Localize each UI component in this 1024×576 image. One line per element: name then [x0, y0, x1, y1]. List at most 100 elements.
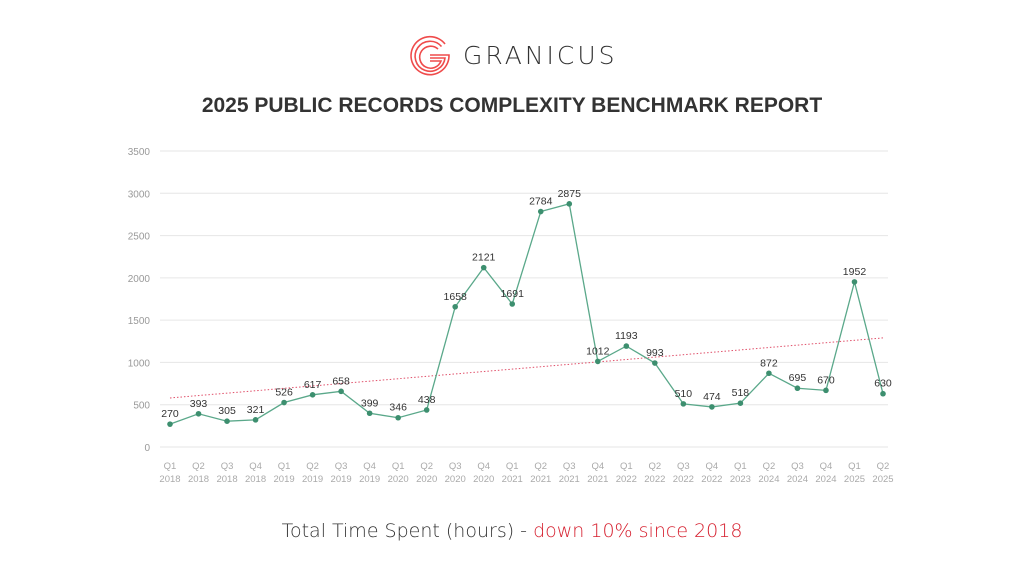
data-point [366, 410, 373, 417]
data-label: 510 [675, 388, 693, 400]
x-tick-label-year: 2020 [416, 474, 437, 485]
chart-title: 2025 PUBLIC RECORDS COMPLEXITY BENCHMARK… [201, 94, 823, 117]
x-tick-label-year: 2021 [530, 474, 551, 485]
y-tick-label: 0 [144, 443, 150, 454]
data-point [167, 421, 173, 427]
data-label: 399 [361, 397, 379, 409]
data-point [452, 303, 459, 310]
data-point [252, 417, 259, 423]
data-label: 1012 [586, 345, 610, 357]
data-label: 270 [161, 408, 179, 420]
x-tick-label-quarter: Q3 [563, 461, 576, 472]
data-point [823, 387, 829, 394]
y-tick-label: 500 [133, 401, 150, 412]
x-tick-label-year: 2024 [758, 474, 779, 485]
x-tick-label-quarter: Q2 [877, 461, 890, 472]
x-tick-label-quarter: Q2 [763, 461, 776, 472]
data-point [766, 370, 772, 377]
x-tick-label-year: 2018 [216, 474, 237, 485]
y-tick-label: 2500 [128, 232, 151, 243]
x-tick-label-year: 2022 [673, 474, 694, 485]
x-tick-label-quarter: Q3 [791, 461, 804, 472]
x-tick-label-year: 2022 [701, 474, 722, 485]
x-tick-label-year: 2019 [302, 474, 323, 485]
data-point [224, 418, 230, 425]
x-tick-label-year: 2018 [188, 474, 209, 485]
x-tick-label-year: 2019 [359, 474, 380, 485]
x-tick-label-year: 2018 [159, 474, 180, 485]
chart-caption: Total Time Spent (hours) - down 10% sinc… [0, 520, 1024, 542]
data-label: 346 [389, 402, 407, 414]
x-tick-label-year: 2021 [559, 474, 580, 485]
x-tick-label-year: 2025 [844, 474, 865, 485]
x-tick-label-quarter: Q2 [648, 461, 661, 472]
x-tick-label-quarter: Q4 [477, 461, 490, 472]
data-point [309, 392, 316, 398]
data-label: 617 [304, 379, 322, 391]
x-tick-label-year: 2025 [872, 474, 893, 485]
x-tick-label-year: 2019 [274, 474, 295, 485]
data-label: 1691 [501, 288, 525, 300]
x-tick-label-year: 2019 [331, 474, 352, 485]
x-tick-label-year: 2018 [245, 474, 266, 485]
data-label: 393 [190, 398, 208, 410]
x-tick-label-quarter: Q1 [506, 461, 519, 472]
data-label: 1658 [444, 291, 468, 303]
data-point [737, 400, 744, 406]
data-label: 658 [332, 375, 350, 387]
data-point [652, 360, 658, 366]
data-point [680, 401, 687, 407]
x-tick-label-year: 2020 [473, 474, 494, 485]
data-point [195, 410, 202, 417]
data-label: 474 [703, 391, 721, 403]
y-tick-label: 3500 [128, 147, 151, 158]
data-label: 1193 [615, 330, 638, 342]
granicus-logo: GRANICUS [409, 34, 618, 76]
data-label: 630 [874, 378, 892, 390]
x-tick-label-quarter: Q1 [734, 461, 747, 472]
x-tick-label-quarter: Q3 [449, 461, 462, 472]
data-label: 695 [789, 372, 807, 384]
series-line [169, 203, 884, 425]
x-tick-label-year: 2020 [388, 474, 409, 485]
data-point [537, 208, 544, 215]
x-tick-label-quarter: Q1 [278, 461, 291, 472]
data-point [880, 390, 886, 397]
data-point [509, 301, 516, 307]
x-tick-label-year: 2021 [502, 474, 523, 485]
x-tick-label-year: 2023 [730, 474, 751, 485]
data-label: 518 [732, 387, 750, 399]
data-point [794, 385, 801, 392]
data-label: 305 [218, 405, 236, 417]
x-tick-label-year: 2024 [815, 474, 836, 485]
granicus-g-icon [410, 35, 450, 76]
data-point [709, 404, 715, 410]
x-tick-label-quarter: Q2 [192, 461, 205, 472]
data-label: 321 [247, 404, 265, 416]
x-tick-label-quarter: Q4 [363, 461, 376, 472]
x-tick-label-quarter: Q3 [221, 461, 234, 472]
x-tick-label-quarter: Q1 [164, 461, 177, 472]
trendline [169, 337, 884, 399]
x-tick-label-year: 2022 [644, 474, 665, 485]
data-point [423, 407, 430, 413]
data-point [338, 388, 344, 395]
x-tick-label-year: 2021 [587, 474, 608, 485]
data-point [595, 358, 601, 365]
x-tick-label-quarter: Q4 [249, 461, 262, 472]
data-label: 438 [418, 394, 436, 406]
data-label: 526 [275, 387, 293, 399]
data-point [851, 279, 858, 285]
caption-main: Total Time Spent (hours) - [281, 520, 534, 542]
data-label: 1952 [843, 266, 867, 278]
caption-highlight: down 10% since 2018 [533, 520, 743, 542]
y-tick-label: 2000 [128, 274, 151, 285]
x-tick-label-quarter: Q2 [306, 461, 319, 472]
data-label: 2875 [558, 188, 582, 200]
y-tick-label: 1500 [128, 316, 151, 327]
x-tick-label-quarter: Q3 [677, 461, 690, 472]
y-tick-label: 1000 [128, 358, 151, 369]
x-tick-label-quarter: Q4 [706, 461, 719, 472]
data-point [480, 264, 487, 271]
